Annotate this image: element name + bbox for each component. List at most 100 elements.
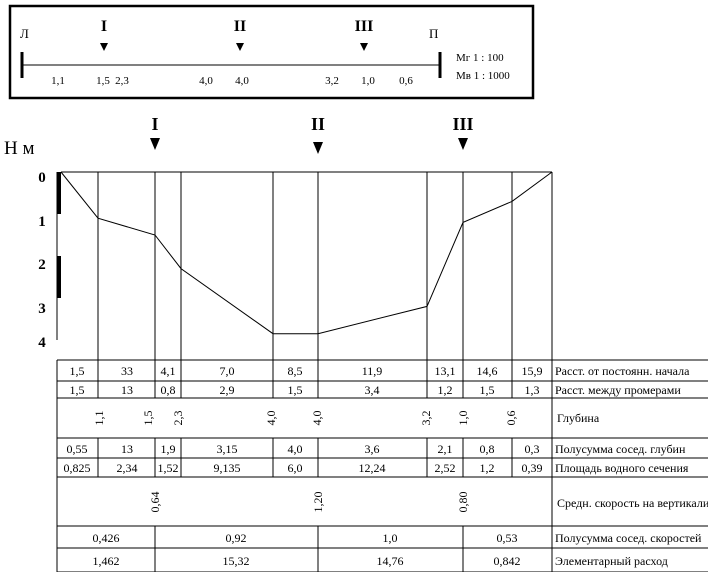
plan-depth: 0,6 [399,75,413,87]
profile-y-ticks: 0 1 2 3 4 [38,170,46,351]
row-elementary-discharge: 1,462 15,32 14,76 0,842 [93,554,521,568]
sounding-verticals [97,172,553,381]
row-label: Расст. от постоянн. начала [555,364,690,378]
cell: 1,1 [92,411,106,426]
cell: 0,426 [93,531,120,545]
cell: 2,1 [438,442,453,456]
cell: 9,135 [214,461,241,475]
cell: 12,24 [359,461,386,475]
profile-arrow-2 [313,142,323,154]
cell: 15,32 [223,554,250,568]
plan-depth: 1,0 [361,75,375,87]
cell: 0,64 [148,492,162,513]
cell: 1,5 [141,411,155,426]
riverbed-line [60,171,553,335]
y-tick: 4 [38,335,46,351]
profile-vertical-1: I [151,114,158,134]
plan-depth: 1,1 [51,75,65,87]
cell: 1,5 [288,383,303,397]
cell: 1,5 [480,383,495,397]
cell: 13,1 [435,364,456,378]
cell: 0,53 [497,531,518,545]
plan-arrow-1 [100,43,108,51]
y-axis-scale-bar [57,256,61,298]
cell: 3,6 [365,442,380,456]
cell: 15,9 [522,364,543,378]
cell: 13 [121,383,133,397]
cell: 3,4 [365,383,380,397]
cell: 1,5 [70,364,85,378]
cell: 6,0 [288,461,303,475]
cell: 2,52 [435,461,456,475]
row-label: Полусумма сосед. скоростей [555,531,702,545]
cell: 7,0 [220,364,235,378]
cell: 0,3 [525,442,540,456]
plan-left-bank: Л [20,26,29,41]
cell: 0,825 [64,461,91,475]
row-label: Элементарный расход [555,554,668,568]
cell: 4,0 [264,411,278,426]
row-half-sum-velocity: 0,426 0,92 1,0 0,53 [93,531,518,545]
profile-arrow-1 [150,138,160,150]
y-tick: 0 [38,170,46,186]
plan-vertical-3: III [355,18,374,35]
cell: 3,2 [419,411,433,426]
profile-vertical-3: III [452,114,473,134]
cell: 13 [121,442,133,456]
profile-vertical-2: II [311,114,325,134]
cell: 0,55 [67,442,88,456]
row-label: Расст. между промерами [555,383,681,397]
cell: 1,52 [158,461,179,475]
row-velocity: 0,64 1,20 0,80 [148,492,470,513]
row-dist-from-start: 1,5 33 4,1 7,0 8,5 11,9 13,1 14,6 15,9 [70,364,543,378]
cell: 0,842 [494,554,521,568]
cell: 3,15 [217,442,238,456]
row-depth: 1,1 1,5 2,3 4,0 4,0 3,2 1,0 0,6 [92,411,518,426]
cell: 4,0 [310,411,324,426]
plan-scale-vertical: Мв 1 : 1000 [456,70,510,82]
cell: 1,5 [70,383,85,397]
row-dist-between: 1,5 13 0,8 2,9 1,5 3,4 1,2 1,5 1,3 [70,383,540,397]
cell: 4,1 [161,364,176,378]
plan-arrow-2 [236,43,244,51]
cell: 14,76 [377,554,404,568]
y-tick: 2 [38,257,46,273]
cell: 4,0 [288,442,303,456]
data-table-grid [56,359,708,572]
cell: 2,3 [171,411,185,426]
cell: 8,5 [288,364,303,378]
cell: 1,3 [525,383,540,397]
cell: 0,8 [480,442,495,456]
cell: 0,92 [226,531,247,545]
cell: 14,6 [477,364,498,378]
cell: 1,0 [456,411,470,426]
cell: 1,0 [383,531,398,545]
profile-arrow-3 [458,138,468,150]
y-tick: 3 [38,301,46,317]
profile-y-label: Н м [4,138,35,159]
plan-scale-horizontal: Мг 1 : 100 [456,52,504,64]
cell: 0,6 [504,411,518,426]
plan-vertical-2: II [234,18,246,35]
cell: 1,9 [161,442,176,456]
plan-depth: 1,5 [96,75,110,87]
row-label: Полусумма сосед. глубин [555,442,686,456]
y-tick: 1 [38,214,46,230]
plan-depth: 4,0 [235,75,249,87]
cell: 1,20 [311,492,325,513]
row-area: 0,825 2,34 1,52 9,135 6,0 12,24 2,52 1,2… [64,461,543,475]
plan-right-bank: П [429,26,438,41]
cell: 2,34 [117,461,138,475]
plan-frame [8,4,535,100]
row-label: Площадь водного сечения [555,461,689,475]
row-label: Средн. скорость на вертикали [557,496,708,510]
cell: 2,9 [220,383,235,397]
row-label: Глубина [557,411,600,425]
row-half-sum-depth: 0,55 13 1,9 3,15 4,0 3,6 2,1 0,8 0,3 [67,442,540,456]
plan-depth: 4,0 [199,75,213,87]
cell: 1,462 [93,554,120,568]
plan-arrow-3 [360,43,368,51]
plan-depth: 3,2 [325,75,339,87]
cell: 1,2 [438,383,453,397]
cell: 33 [121,364,133,378]
